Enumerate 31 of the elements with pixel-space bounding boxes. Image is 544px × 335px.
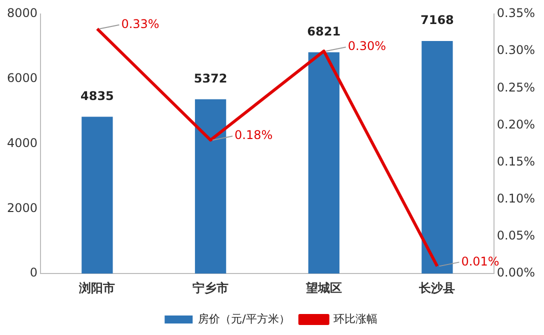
y-tick-label: 6000 xyxy=(6,71,38,86)
bar xyxy=(422,41,453,274)
bar xyxy=(308,52,340,274)
data-label: 5372 xyxy=(194,71,228,86)
bar xyxy=(194,99,226,274)
y2-tick-label: 0.05% xyxy=(496,228,536,243)
y-tick-label: 2000 xyxy=(6,200,38,215)
data-label: 0.18% xyxy=(234,128,273,142)
data-label: 6821 xyxy=(307,24,341,38)
y-tick-label: 8000 xyxy=(6,6,38,20)
data-label: 0.01% xyxy=(461,254,500,268)
y2-tick-label: 0.20% xyxy=(496,117,536,132)
data-label: 7168 xyxy=(420,13,454,28)
bar xyxy=(82,116,113,274)
data-label: 0.30% xyxy=(348,39,386,54)
y2-tick-label: 0.15% xyxy=(496,154,536,168)
data-label: 0.33% xyxy=(121,16,160,31)
x-tick-label: 浏阳市 xyxy=(78,280,116,295)
y2-tick-label: 0.30% xyxy=(496,43,536,58)
x-tick-label: 长沙县 xyxy=(418,280,456,295)
legend-label: 房价（元/平方米） xyxy=(198,312,290,326)
y-tick-label: 0 xyxy=(30,266,38,280)
y-tick-label: 4000 xyxy=(6,136,38,150)
y2-tick-label: 0.35% xyxy=(496,6,536,20)
x-tick-label: 宁乡市 xyxy=(192,280,229,295)
y2-tick-label: 0.25% xyxy=(496,80,536,94)
x-tick-label: 望城区 xyxy=(304,280,342,295)
legend-label: 环比涨幅 xyxy=(333,312,378,326)
y2-tick-label: 0.00% xyxy=(496,266,536,280)
data-label: 4835 xyxy=(80,88,114,103)
y2-tick-label: 0.10% xyxy=(496,192,536,206)
